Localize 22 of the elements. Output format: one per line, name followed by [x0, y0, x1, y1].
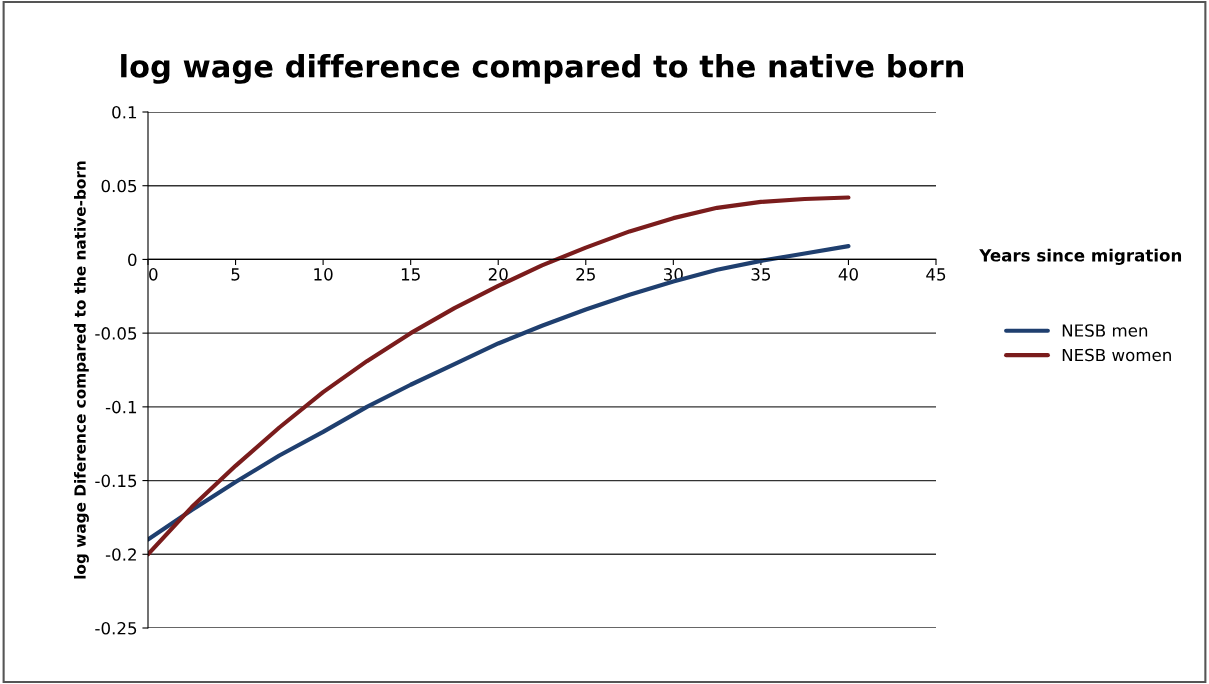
y-tick-label: -0.25: [95, 621, 137, 635]
y-tick-label: -0.05: [95, 327, 137, 340]
x-axis-title: Years since migration: [979, 248, 1182, 265]
chart-title: log wage difference compared to the native born: [121, 54, 964, 84]
y-tick-label: 0.1: [112, 105, 137, 119]
x-tick-label: 15: [401, 268, 420, 281]
legend-label: NESB men: [1062, 324, 1148, 337]
y-axis-title: log wage Diference compared to the native-born: [74, 161, 89, 579]
legend-label: NESB women: [1062, 348, 1171, 362]
x-tick-label: 20: [488, 268, 508, 281]
y-tick-label: 0.05: [101, 179, 137, 193]
x-tick-label: 45: [926, 268, 946, 281]
x-tick-label: 0: [149, 268, 158, 281]
x-tick-label: 25: [576, 268, 595, 281]
y-tick-label: -0.2: [105, 548, 136, 561]
x-tick-label: 5: [231, 268, 240, 281]
y-tick-label: -0.15: [95, 474, 137, 488]
x-tick-label: 40: [838, 268, 858, 281]
y-tick-label: -0.1: [105, 400, 137, 414]
x-tick-label: 10: [314, 268, 333, 281]
x-tick-label: 35: [751, 268, 771, 281]
y-tick-label: 0: [128, 253, 137, 266]
